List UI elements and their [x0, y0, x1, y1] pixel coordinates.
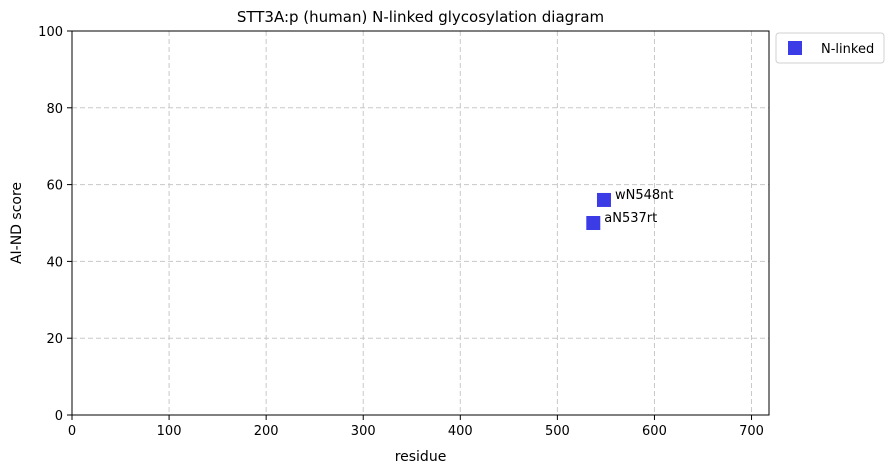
x-axis-label: residue	[395, 449, 447, 465]
y-tick-label: 40	[46, 255, 63, 270]
grid	[71, 30, 769, 416]
point-label: wN548nt	[615, 188, 674, 203]
x-tick-label: 500	[545, 424, 570, 439]
x-tick-label: 700	[739, 424, 764, 439]
plot-area	[71, 30, 770, 416]
x-tick-label: 300	[351, 424, 376, 439]
point-label: aN537rt	[604, 211, 657, 226]
y-axis: 0 20 40 60 80 100	[38, 25, 72, 424]
data-points: aN537rt wN548nt	[586, 188, 673, 230]
x-tick-label: 0	[68, 424, 76, 439]
data-point	[596, 192, 611, 207]
x-tick-label: 600	[642, 424, 667, 439]
x-tick-label: 400	[448, 424, 473, 439]
y-axis-label: AI-ND score	[9, 182, 25, 264]
x-axis: 0 100 200 300 400 500 600 700	[68, 415, 764, 439]
y-tick-label: 60	[46, 179, 63, 194]
x-tick-label: 200	[254, 424, 279, 439]
legend-label: N-linked	[821, 42, 874, 57]
x-tick-label: 100	[157, 424, 182, 439]
y-tick-label: 100	[38, 25, 63, 40]
chart-title: STT3A:p (human) N-linked glycosylation d…	[237, 8, 604, 26]
legend: N-linked	[775, 32, 885, 64]
y-tick-label: 0	[55, 409, 63, 424]
legend-box	[775, 32, 885, 64]
data-point	[586, 216, 601, 230]
y-tick-label: 80	[46, 102, 63, 117]
legend-marker	[788, 41, 802, 55]
y-tick-label: 20	[46, 332, 63, 347]
